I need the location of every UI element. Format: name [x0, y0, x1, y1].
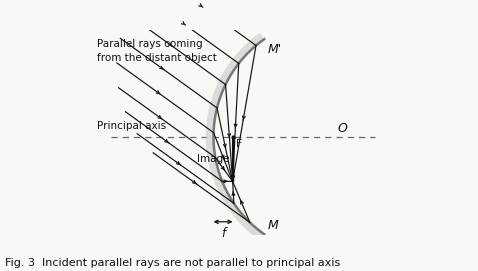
Text: M': M'	[268, 43, 282, 56]
Text: Principal axis: Principal axis	[97, 121, 166, 131]
Text: Image: Image	[197, 154, 229, 164]
Text: M: M	[268, 219, 278, 232]
Text: Fig. 3  Incident parallel rays are not parallel to principal axis: Fig. 3 Incident parallel rays are not pa…	[5, 258, 340, 268]
Text: O: O	[337, 122, 348, 135]
Text: Parallel rays coming
from the distant object: Parallel rays coming from the distant ob…	[97, 39, 217, 63]
Polygon shape	[206, 33, 264, 241]
Text: F: F	[236, 139, 242, 149]
Text: f: f	[221, 227, 225, 240]
